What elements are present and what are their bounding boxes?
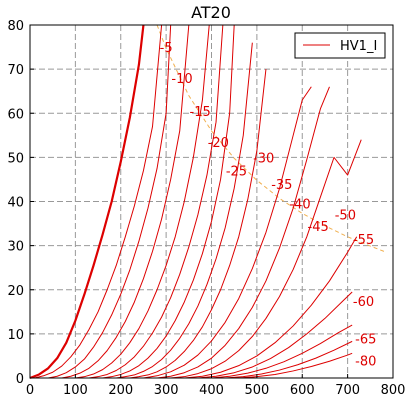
plate-curve	[88, 24, 224, 379]
y-tick-label: 60	[7, 107, 24, 122]
curve-label: -10	[171, 72, 192, 87]
plate-curve	[197, 291, 353, 379]
x-tick-label: 300	[154, 383, 179, 398]
x-tick-label: 500	[244, 383, 269, 398]
curve-label: -80	[355, 354, 376, 369]
y-tick-label: 50	[7, 151, 24, 166]
curve-label: -25	[226, 165, 247, 180]
grid-layer	[30, 25, 393, 378]
y-tick-label: 40	[7, 196, 24, 211]
y-tick-label: 70	[7, 63, 24, 78]
x-tick-label: 600	[290, 383, 315, 398]
curve-layer	[29, 24, 385, 380]
curve-label: -35	[271, 178, 292, 193]
curve-label: -15	[190, 105, 211, 120]
plate-curve	[61, 24, 190, 379]
axis-layer: 0 100 200 300 400 500 600 700 800 0 10 20 30 40 50 60 70…	[7, 19, 405, 398]
y-tick-label: 30	[7, 240, 24, 255]
label-layer: -5 -10 -15 -20 -25 -30 -35 -40 -45 -50 -55 -60 -65 -8…	[160, 41, 377, 369]
curve-label: -45	[308, 220, 329, 235]
curve-label: -50	[335, 209, 356, 224]
curve-label: -30	[253, 151, 274, 166]
plate-curve	[211, 324, 353, 379]
plate-curve	[143, 86, 312, 379]
x-tick-label: 0	[26, 383, 34, 398]
y-tick-label: 10	[7, 328, 24, 343]
x-tick-label: 700	[335, 383, 360, 398]
curve-label: -40	[289, 198, 310, 213]
curve-label: -65	[355, 332, 376, 347]
y-tick-label: 0	[16, 372, 24, 387]
plate-curve	[102, 24, 235, 379]
x-tick-label: 400	[199, 383, 224, 398]
legend-entry-label: HV1_I	[340, 39, 377, 54]
plate-curve	[170, 139, 362, 379]
plate-curve	[238, 352, 353, 379]
x-tick-label: 200	[108, 383, 133, 398]
plate-curve	[34, 24, 163, 379]
plate-curve	[29, 24, 145, 380]
y-tick-label: 80	[7, 19, 24, 34]
x-tick-label: 800	[381, 383, 406, 398]
curve-label: -60	[353, 295, 374, 310]
plate-curve	[156, 86, 330, 379]
plate-curve	[116, 42, 253, 379]
plate-curve	[48, 24, 172, 379]
plate-curve	[225, 340, 353, 379]
curve-label: -55	[353, 233, 374, 248]
plate-curve	[184, 236, 358, 379]
legend: HV1_I	[294, 32, 386, 59]
curve-label: -20	[208, 136, 229, 151]
chart-title: AT20	[191, 3, 231, 22]
y-tick-label: 20	[7, 284, 24, 299]
curve-label: -5	[160, 41, 173, 56]
dissipation-curve	[156, 24, 385, 252]
plate-curve	[129, 69, 267, 379]
x-tick-label: 100	[63, 383, 88, 398]
plate-curve	[75, 24, 210, 379]
